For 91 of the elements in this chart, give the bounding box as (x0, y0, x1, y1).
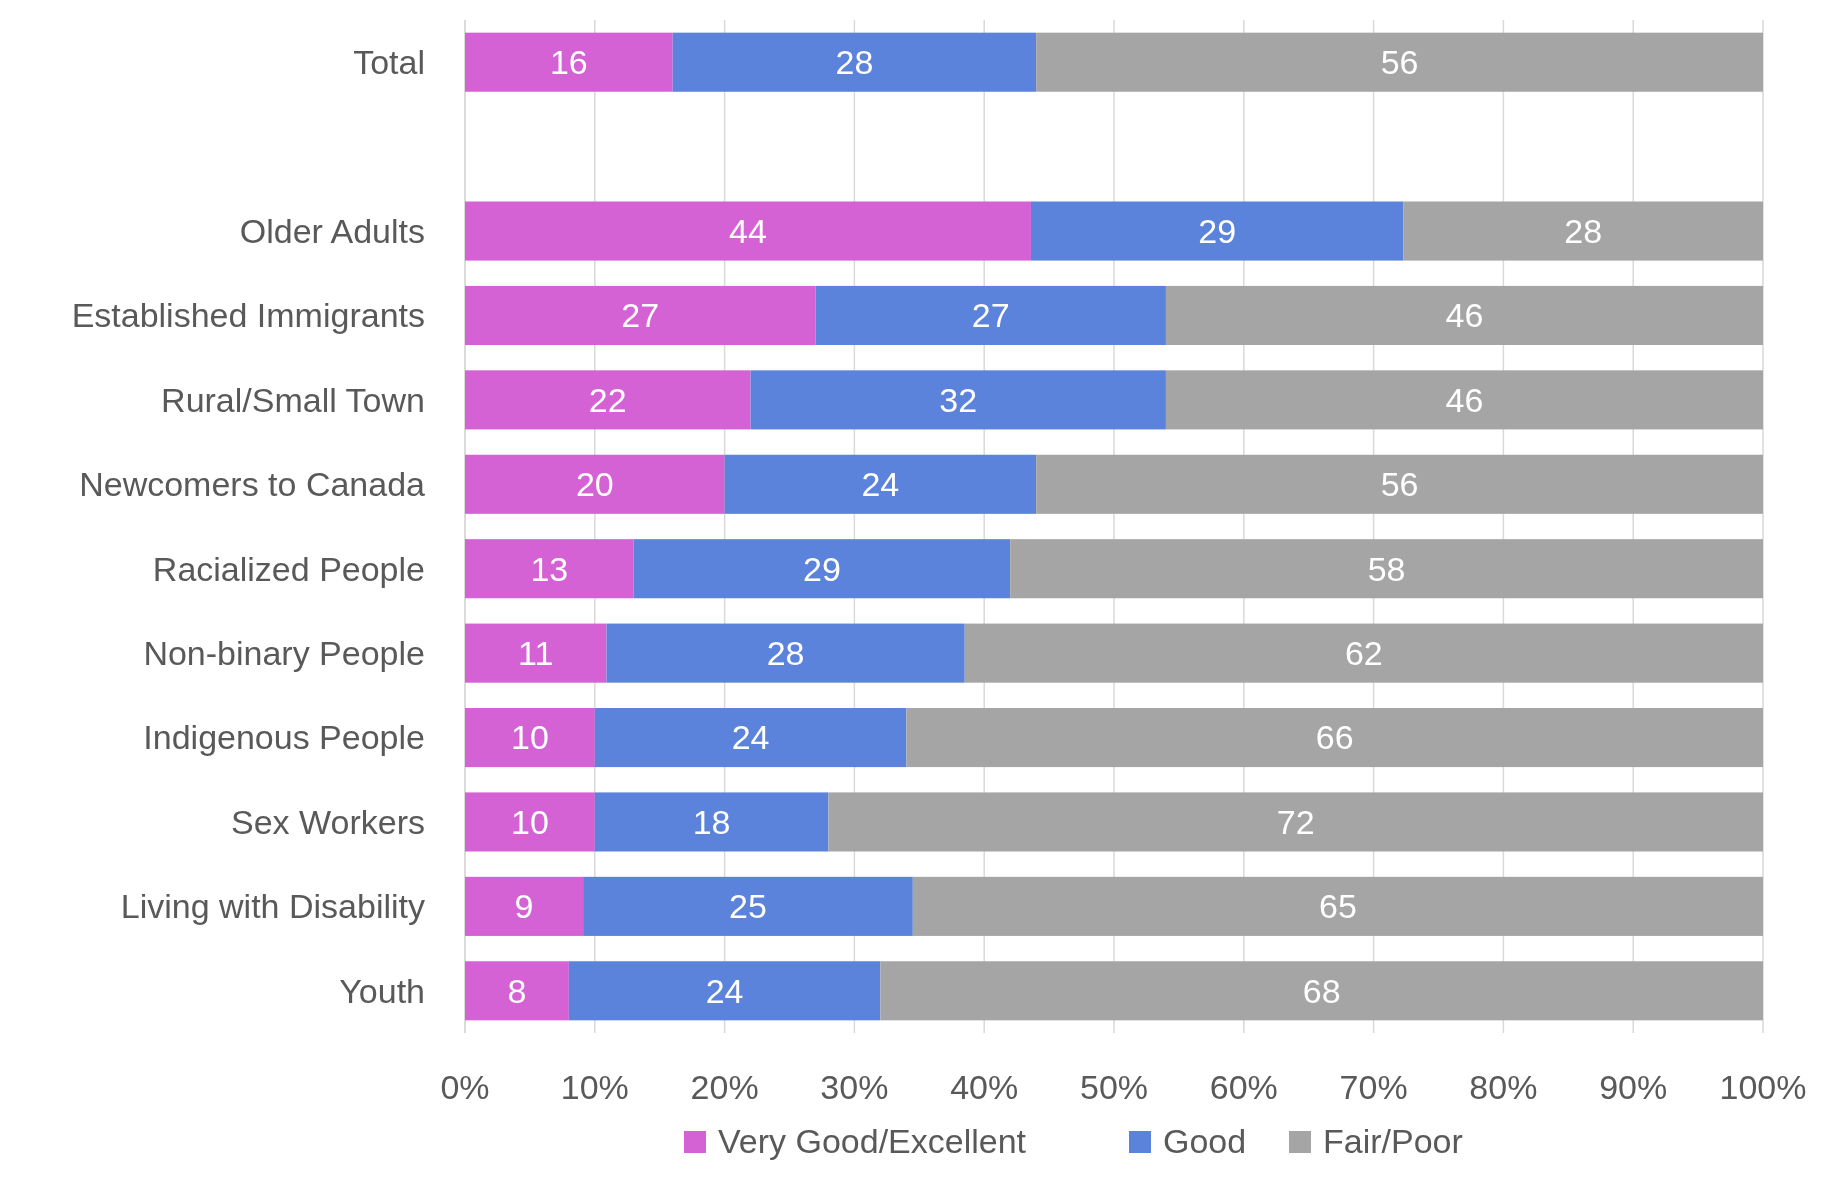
bar (906, 708, 1763, 768)
data-label: 18 (692, 802, 731, 841)
bar (568, 961, 881, 1021)
bar (465, 454, 725, 514)
data-label: 66 (1315, 718, 1354, 757)
bar (594, 792, 829, 852)
y-tick-label: Newcomers to Canada (79, 465, 426, 504)
data-label: 10 (510, 802, 549, 841)
y-tick-label: Living with Disability (120, 887, 425, 926)
bar (1165, 370, 1763, 430)
data-label: 24 (731, 718, 770, 757)
bar (633, 539, 1011, 599)
bar (465, 876, 584, 936)
bar (1403, 201, 1763, 261)
y-tick-label: Indigenous People (143, 718, 425, 757)
y-tick-label: Racialized People (152, 549, 425, 588)
data-label: 68 (1302, 971, 1341, 1010)
data-label: 27 (971, 296, 1010, 335)
data-label: 72 (1276, 802, 1315, 841)
data-label: 28 (766, 634, 805, 673)
y-tick-label: Older Adults (239, 211, 425, 250)
bar (1036, 454, 1763, 514)
bar (1036, 32, 1763, 92)
data-label: 24 (861, 465, 900, 504)
bar (1165, 285, 1763, 345)
y-tick-label: Established Immigrants (71, 296, 425, 335)
bar (465, 539, 634, 599)
legend-label: Very Good/Excellent (718, 1122, 1027, 1160)
bar (465, 370, 751, 430)
bar (465, 201, 1031, 261)
bar (672, 32, 1037, 92)
legend-label: Fair/Poor (1323, 1122, 1463, 1160)
data-label: 46 (1445, 380, 1484, 419)
bar (465, 623, 607, 683)
data-label: 25 (729, 887, 767, 926)
data-label: 16 (549, 43, 588, 82)
y-tick-label: Total (353, 43, 425, 82)
x-tick-label: 10% (560, 1068, 629, 1106)
bar (1030, 201, 1404, 261)
data-label: 56 (1380, 43, 1419, 82)
x-tick-label: 90% (1599, 1068, 1668, 1106)
x-tick-label: 40% (950, 1068, 1019, 1106)
bar (815, 285, 1166, 345)
y-tick-label: Rural/Small Town (161, 380, 425, 419)
data-label: 32 (939, 380, 978, 419)
x-tick-label: 50% (1079, 1068, 1149, 1106)
y-tick-label: Youth (339, 971, 425, 1010)
y-tick-label: Non-binary People (143, 634, 425, 673)
x-tick-label: 20% (690, 1068, 759, 1106)
data-label: 56 (1380, 465, 1419, 504)
data-label: 29 (803, 549, 841, 588)
data-label: 11 (518, 634, 554, 673)
bar (724, 454, 1037, 514)
data-label: 65 (1318, 887, 1357, 926)
legend-label: Good (1163, 1122, 1247, 1160)
data-label: 46 (1445, 296, 1484, 335)
data-label: 62 (1344, 634, 1383, 673)
x-tick-label: 30% (820, 1068, 889, 1106)
data-label: 22 (588, 380, 627, 419)
bar (606, 623, 965, 683)
bar (465, 32, 673, 92)
bar (1010, 539, 1763, 599)
bar (880, 961, 1763, 1021)
x-tick-label: 100% (1719, 1068, 1807, 1106)
bar (583, 876, 913, 936)
bar (828, 792, 1763, 852)
bar (964, 623, 1763, 683)
data-label: 10 (510, 718, 549, 757)
x-tick-label: 80% (1469, 1068, 1538, 1106)
x-tick-label: 0% (440, 1068, 490, 1106)
data-label: 24 (705, 971, 744, 1010)
data-label: 9 (514, 887, 534, 926)
bar (465, 961, 569, 1021)
data-label: 13 (530, 549, 569, 588)
bar (750, 370, 1166, 430)
y-tick-label: Sex Workers (231, 802, 425, 841)
data-label: 27 (621, 296, 660, 335)
bar (465, 792, 595, 852)
data-label: 44 (729, 211, 767, 250)
bar (594, 708, 907, 768)
data-label: 29 (1198, 211, 1237, 250)
x-tick-label: 60% (1209, 1068, 1278, 1106)
data-label: 58 (1367, 549, 1406, 588)
x-tick-label: 70% (1339, 1068, 1408, 1106)
data-label: 20 (575, 465, 614, 504)
bar (912, 876, 1763, 936)
bar (465, 285, 816, 345)
data-label: 8 (507, 971, 527, 1010)
data-label: 28 (835, 43, 874, 82)
bar (465, 708, 595, 768)
data-label: 28 (1564, 211, 1603, 250)
